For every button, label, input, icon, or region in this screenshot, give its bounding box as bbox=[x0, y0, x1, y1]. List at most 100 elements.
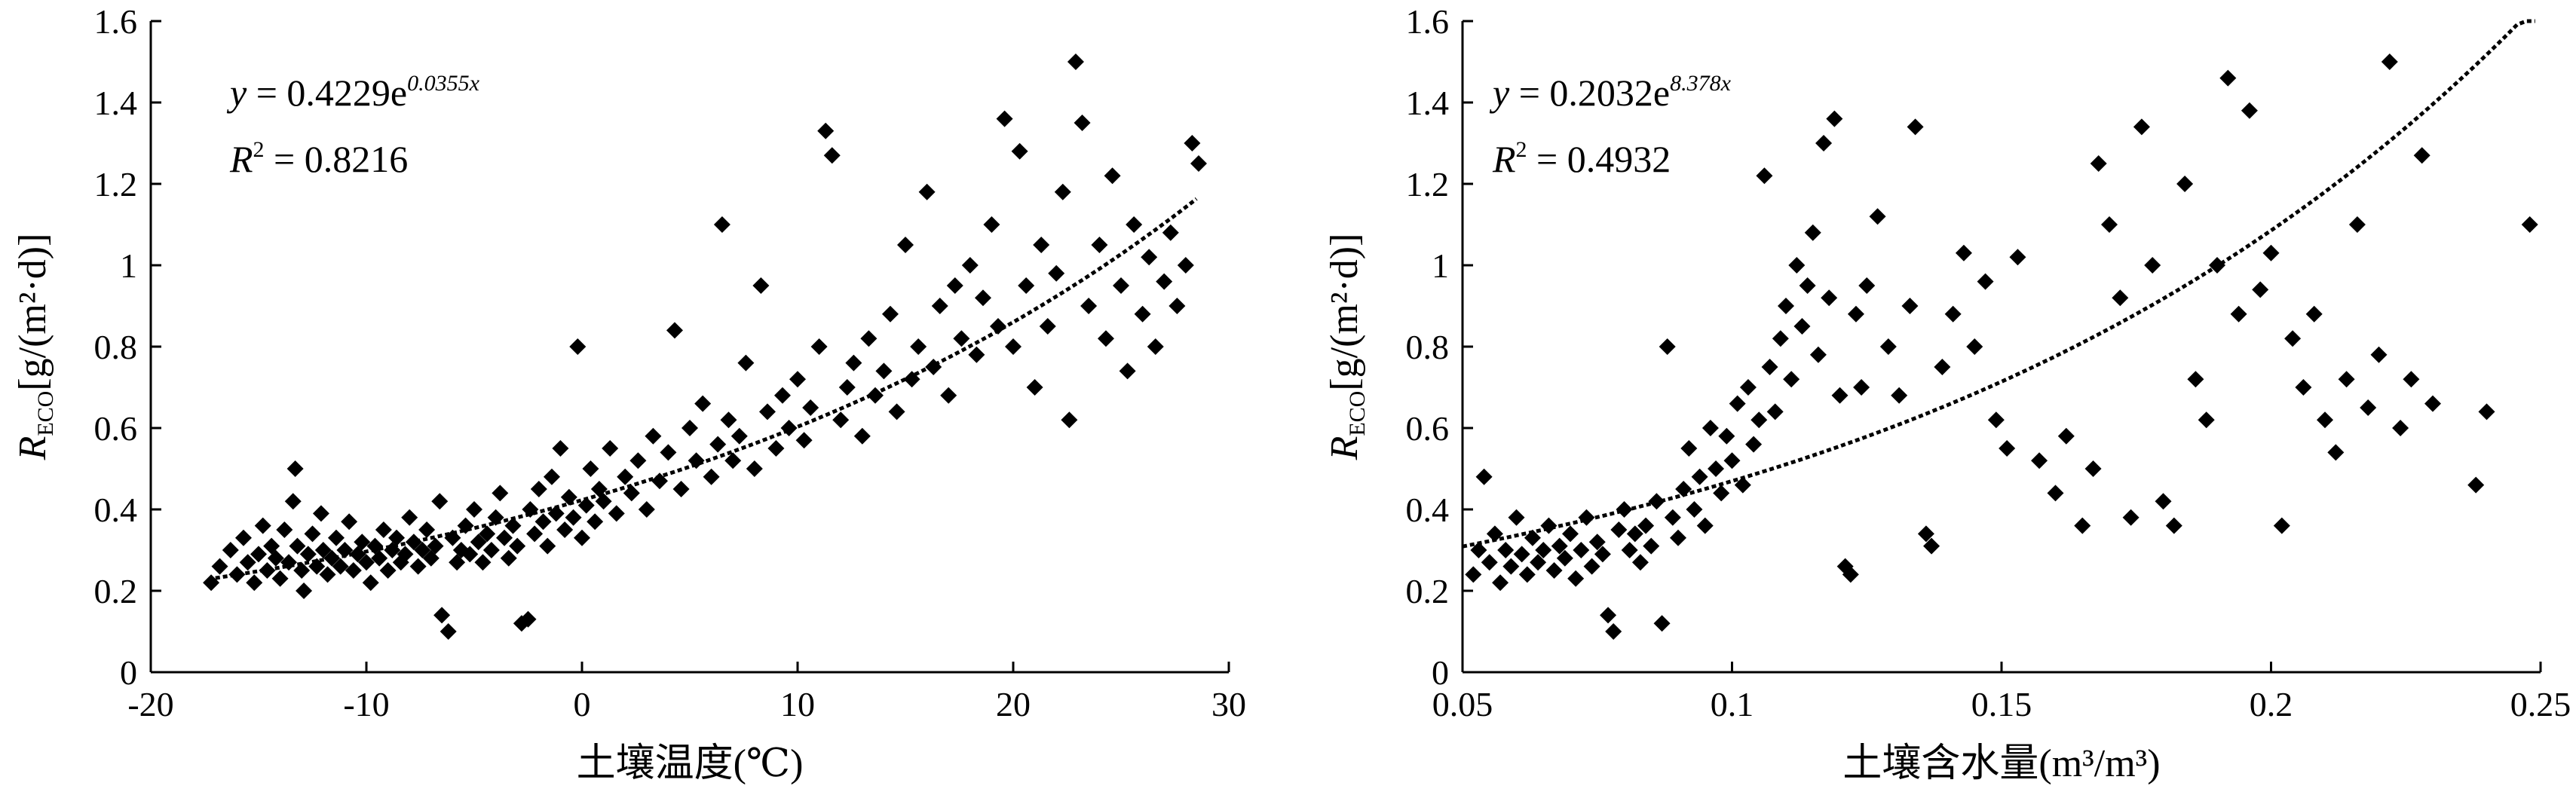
data-point bbox=[2009, 249, 2026, 266]
data-point bbox=[271, 570, 289, 587]
chart-left-r2-line: R2 = 0.8216 bbox=[229, 137, 408, 180]
data-point bbox=[1966, 338, 1983, 355]
data-point bbox=[1745, 436, 1763, 453]
data-point bbox=[1664, 509, 1681, 526]
data-point bbox=[1869, 208, 1886, 225]
data-point bbox=[388, 529, 406, 546]
data-point bbox=[2155, 493, 2172, 510]
data-point bbox=[1567, 570, 1585, 587]
data-point bbox=[1067, 54, 1084, 70]
data-point bbox=[1670, 529, 1686, 546]
data-point bbox=[1761, 359, 1778, 375]
data-point bbox=[427, 537, 444, 555]
data-point bbox=[1809, 346, 1827, 363]
data-point bbox=[543, 468, 560, 485]
data-point bbox=[608, 505, 625, 522]
data-point bbox=[1842, 566, 1859, 583]
data-point bbox=[2392, 420, 2409, 436]
data-point bbox=[556, 521, 574, 538]
data-point bbox=[1783, 371, 1800, 388]
data-point bbox=[752, 277, 770, 294]
data-point bbox=[234, 529, 252, 546]
chart-right-r2-rhs: = 0.4932 bbox=[1527, 138, 1671, 180]
chart-left-r2-sup: 2 bbox=[253, 137, 265, 162]
data-point bbox=[983, 216, 1000, 233]
data-point bbox=[2112, 289, 2129, 307]
data-point bbox=[1583, 558, 1600, 575]
data-point bbox=[888, 403, 905, 420]
data-point bbox=[1518, 566, 1536, 583]
y-tick-label: 0.4 bbox=[94, 491, 138, 529]
chart-left-y-title-unit: [g/(m²·d)] bbox=[11, 234, 54, 391]
data-point bbox=[582, 460, 599, 477]
data-point bbox=[2295, 379, 2312, 396]
data-point bbox=[479, 525, 496, 543]
data-point bbox=[660, 444, 677, 461]
data-point bbox=[341, 513, 358, 531]
y-tick-label: 0.8 bbox=[94, 328, 138, 366]
data-point bbox=[1556, 549, 1573, 567]
data-point bbox=[1955, 244, 1972, 261]
data-point bbox=[1907, 118, 1924, 136]
data-point bbox=[925, 359, 942, 375]
data-point bbox=[1944, 305, 1962, 323]
data-point bbox=[1686, 501, 1703, 518]
data-point bbox=[1169, 298, 1186, 314]
data-point bbox=[276, 521, 293, 538]
data-point bbox=[482, 542, 500, 558]
data-point bbox=[961, 257, 979, 274]
data-point bbox=[371, 549, 388, 567]
data-point bbox=[1061, 411, 1078, 429]
data-point bbox=[1177, 257, 1194, 274]
data-point bbox=[2413, 147, 2431, 164]
data-point bbox=[1465, 566, 1482, 583]
data-point bbox=[845, 354, 862, 372]
data-point bbox=[1605, 623, 1622, 640]
data-point bbox=[1535, 542, 1552, 558]
data-point bbox=[1999, 440, 2016, 457]
data-point bbox=[1934, 359, 1951, 375]
data-point bbox=[1723, 452, 1741, 469]
data-point bbox=[1026, 379, 1043, 396]
data-point bbox=[534, 513, 552, 531]
chart-right-eq-line: y = 0.2032e8.378x bbox=[1489, 71, 1732, 114]
data-point bbox=[461, 546, 479, 563]
data-point bbox=[709, 436, 727, 453]
data-point bbox=[2084, 460, 2102, 477]
data-point bbox=[1562, 525, 1579, 543]
data-point bbox=[1074, 115, 1091, 131]
data-point bbox=[853, 427, 871, 445]
data-point bbox=[1545, 562, 1563, 579]
data-point bbox=[1080, 298, 1098, 314]
data-point bbox=[267, 549, 284, 567]
data-point bbox=[2198, 411, 2215, 429]
data-point bbox=[418, 521, 436, 538]
x-tick-label: 10 bbox=[780, 685, 815, 723]
data-point bbox=[1847, 305, 1864, 323]
data-point bbox=[996, 110, 1013, 127]
data-point bbox=[617, 468, 634, 485]
data-point bbox=[492, 485, 509, 502]
data-point bbox=[694, 395, 712, 412]
data-point bbox=[319, 566, 336, 583]
data-point bbox=[1879, 338, 1897, 355]
data-point bbox=[587, 513, 604, 531]
data-point bbox=[875, 362, 893, 380]
data-point bbox=[1097, 330, 1114, 347]
data-point bbox=[1119, 362, 1136, 380]
data-point bbox=[362, 574, 379, 592]
x-tick-label: 0.05 bbox=[1432, 685, 1493, 723]
data-point bbox=[254, 517, 271, 534]
data-point bbox=[2370, 346, 2388, 363]
data-point bbox=[1831, 387, 1849, 404]
data-point bbox=[2252, 281, 2269, 298]
data-point bbox=[345, 562, 362, 579]
data-point bbox=[2284, 330, 2302, 347]
data-point bbox=[953, 330, 970, 347]
data-point bbox=[645, 427, 662, 445]
data-point bbox=[1626, 525, 1643, 543]
data-point bbox=[1708, 460, 1725, 477]
data-point bbox=[405, 534, 422, 551]
data-point bbox=[1156, 273, 1173, 290]
data-point bbox=[672, 481, 690, 497]
